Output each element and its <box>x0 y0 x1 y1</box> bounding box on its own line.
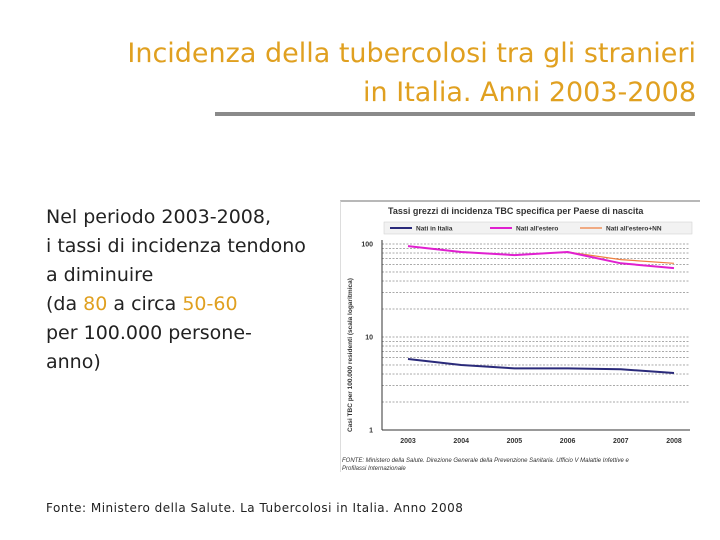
legend-label: Nati all'estero <box>516 226 558 233</box>
body-line-3: a diminuire <box>46 264 154 286</box>
x-tick-label: 2003 <box>400 438 416 445</box>
y-tick-label: 1 <box>369 428 373 435</box>
chart-legend: Nati in Italia Nati all'estero Nati all'es… <box>383 221 693 235</box>
x-tick-label: 2006 <box>560 438 576 445</box>
chart-footnote-line-2: Profilassi Internazionale <box>342 466 406 472</box>
highlight-value-80: 80 <box>83 293 108 315</box>
body-line-4-prefix: (da <box>46 293 84 315</box>
body-line-4: (da 80 a circa 50-60 <box>46 290 336 319</box>
chart-footnote-line-1: FONTE: Ministero della Salute. Direzione… <box>342 458 629 464</box>
body-line-1: Nel periodo 2003-2008, <box>46 206 272 228</box>
series-line-2 <box>407 245 675 270</box>
body-line-2: i tassi di incidenza tendono <box>46 235 306 257</box>
x-tick-label: 2008 <box>666 438 682 445</box>
slide-title-line-1: Incidenza della tubercolosi tra gli stra… <box>127 38 696 69</box>
source-note: Fonte: Ministero della Salute. La Tuberc… <box>46 501 464 515</box>
body-line-5: per 100.000 persone- <box>46 322 252 344</box>
legend-label: Nati all'estero+NN <box>606 226 662 233</box>
chart-container: Tassi grezzi di incidenza TBC specifica … <box>340 200 700 472</box>
body-line-6: anno) <box>46 351 101 373</box>
series-line-3 <box>407 245 675 264</box>
legend-label: Nati in Italia <box>416 226 453 233</box>
x-tick-label: 2005 <box>507 438 523 445</box>
x-tick-label: 2004 <box>453 438 469 445</box>
chart-axes: 1 10 100 2003 2004 2005 2006 2007 2008 <box>361 240 690 445</box>
y-axis-label: Casi TBC per 100.000 residenti (scala lo… <box>347 278 354 432</box>
y-tick-label: 10 <box>365 335 373 342</box>
title-underline <box>215 112 695 116</box>
highlight-value-50-60: 50-60 <box>182 293 238 315</box>
legend-box <box>383 221 693 235</box>
slide-title: Incidenza della tubercolosi tra gli stra… <box>96 34 696 112</box>
series-line-1 <box>407 358 675 374</box>
body-text: Nel periodo 2003-2008, i tassi di incide… <box>46 203 336 377</box>
body-line-4-mid: a circa <box>107 293 183 315</box>
x-tick-label: 2007 <box>613 438 629 445</box>
chart-grid <box>382 243 690 431</box>
incidence-chart: Tassi grezzi di incidenza TBC specifica … <box>342 206 693 472</box>
y-tick-label: 100 <box>361 242 373 249</box>
chart-title: Tassi grezzi di incidenza TBC specifica … <box>388 206 644 216</box>
chart-series <box>407 245 675 374</box>
slide-title-line-2: in Italia. Anni 2003-2008 <box>363 77 696 108</box>
